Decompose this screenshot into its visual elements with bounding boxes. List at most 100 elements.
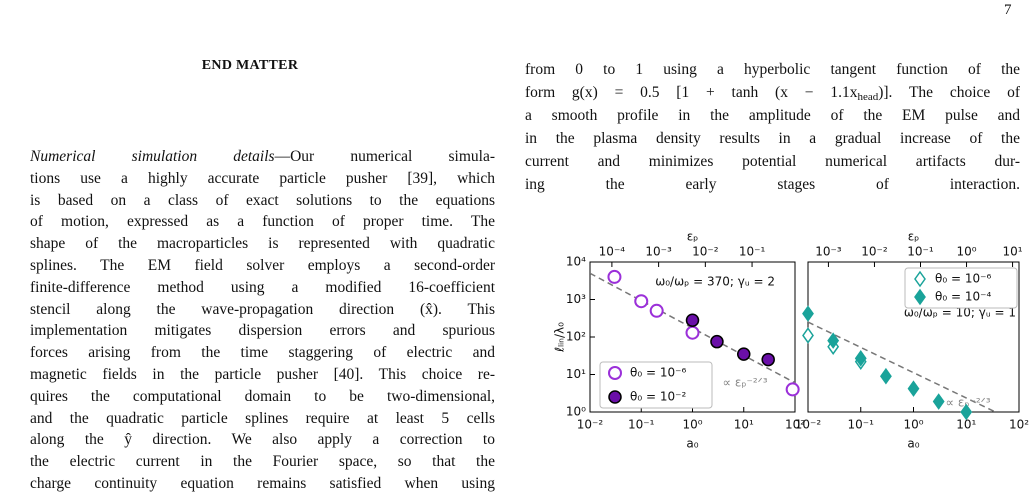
legend-label: θ₀ = 10⁻⁶	[935, 272, 991, 286]
text-line: and the quadratic particle splines requi…	[30, 409, 495, 429]
text-line: ing the early stages of interaction.	[525, 175, 1020, 195]
text-line: current and minimizes potential numerica…	[525, 152, 1020, 172]
x-tick-label: 10²	[785, 418, 805, 432]
top-x-tick-label: 10⁻⁴	[599, 245, 626, 259]
data-point	[685, 313, 700, 327]
text-span: of motion, expressed as a function of pr…	[30, 213, 495, 231]
text-line: along the ŷ direction. We also apply a c…	[30, 430, 495, 450]
legend-marker	[914, 270, 926, 288]
y-tick-label: 10⁰	[566, 405, 586, 419]
legend-marker	[608, 366, 622, 380]
x-tick-label: 10⁻²	[577, 418, 604, 432]
text-span: forces arising from the time staggering …	[30, 344, 495, 362]
fit-line	[590, 272, 795, 384]
data-point	[879, 367, 892, 385]
top-x-tick-label: 10⁻¹	[907, 245, 934, 259]
top-x-tick-label: 10⁻³	[815, 245, 842, 259]
text-span: tions use a highly accurate particle pus…	[30, 169, 495, 187]
data-point	[685, 325, 700, 340]
text-span: magnetic fields in the particle pusher […	[30, 366, 495, 383]
data-point	[710, 334, 724, 349]
data-point	[960, 403, 973, 421]
text-line: charge continuity equation remains satis…	[30, 474, 495, 494]
text-span: a smooth profile in the amplitude of the…	[525, 107, 1020, 124]
x-tick-label: 10¹	[734, 418, 754, 432]
legend-box	[904, 267, 1018, 309]
text-line: shape of the macroparticles is represent…	[30, 234, 495, 254]
text-span: in the plasma density results in a gradu…	[525, 130, 1020, 147]
top-x-axis-label: εₚ	[687, 230, 699, 244]
text-line: quires the computational domain to be tw…	[30, 387, 495, 407]
top-x-tick-label: 10⁻³	[645, 245, 672, 259]
legend-label: θ₀ = 10⁻⁶	[630, 366, 686, 380]
top-x-tick-label: 10⁻²	[861, 245, 888, 259]
y-tick-label: 10¹	[566, 367, 586, 381]
text-line: the electric current in the Fourier spac…	[30, 452, 495, 472]
legend-marker	[914, 288, 926, 306]
annotation: ω₀/ωₚ = 370; γᵤ = 2	[655, 275, 775, 289]
top-x-axis-label: εₚ	[908, 230, 920, 244]
x-tick-label: 10²	[1009, 418, 1029, 432]
text-span: and the quadratic particle splines requi…	[30, 409, 495, 427]
legend-label: θ₀ = 10⁻²	[630, 390, 686, 404]
text-span: )]. The choice of	[878, 84, 1020, 101]
legend-box	[599, 361, 713, 409]
text-span: form g(x) = 0.5 [1 + tanh (x − 1.1x	[525, 84, 858, 101]
x-tick-label: 10⁻²	[795, 418, 822, 432]
data-point	[785, 382, 800, 397]
text-line: splines. The EM field solver employs a s…	[30, 256, 495, 276]
text-line: stencil along the wave-propagation direc…	[30, 300, 495, 320]
y-tick-label: 10²	[566, 330, 586, 344]
x-tick-label: 10¹	[956, 418, 976, 432]
fit-label: ∝ εₚ⁻²ᐟ³	[945, 396, 990, 410]
text-span: from 0 to 1 using a hyperbolic tangent f…	[525, 61, 1020, 78]
x-tick-label: 10⁻¹	[848, 418, 875, 432]
annotation: ω₀/ωₚ = 10; γᵤ = 1	[904, 306, 1016, 320]
text-span: is based on a class of exact solutions t…	[30, 191, 495, 209]
top-x-tick-label: 10⁰	[956, 245, 976, 259]
x-axis-label: a₀	[907, 437, 919, 451]
paragraph-lead: Numerical simulation details	[30, 148, 275, 165]
top-x-tick-label: 10⁻¹	[739, 245, 766, 259]
text-line: Numerical simulation details—Our numeric…	[30, 147, 495, 167]
section-heading: END MATTER	[201, 58, 299, 73]
text-span: current and minimizes potential numerica…	[525, 153, 1020, 170]
text-span: implementation mitigates dispersion erro…	[30, 322, 495, 340]
text-span: the electric current in the Fourier spac…	[30, 453, 495, 471]
data-point	[854, 350, 867, 367]
text-line: magnetic fields in the particle pusher […	[30, 365, 495, 385]
x-tick-label: 10⁻¹	[628, 418, 655, 432]
text-span: charge continuity equation remains satis…	[30, 475, 495, 492]
data-point	[907, 380, 920, 397]
text-line: finite-difference method using a modifie…	[30, 278, 495, 298]
fit-line	[808, 321, 998, 412]
text-span: shape of the macroparticles is represent…	[30, 235, 495, 253]
text-line: from 0 to 1 using a hyperbolic tangent f…	[525, 60, 1020, 80]
text-line: tions use a highly accurate particle pus…	[30, 169, 495, 189]
data-point	[827, 332, 840, 349]
data-point	[649, 303, 664, 318]
data-point	[634, 294, 649, 309]
text-span: stencil along the wave-propagation direc…	[30, 300, 495, 318]
page-number: 7	[1004, 2, 1012, 18]
x-axis-label: a₀	[686, 437, 698, 451]
legend-label: θ₀ = 10⁻⁴	[935, 290, 991, 304]
text-line: a smooth profile in the amplitude of the…	[525, 106, 1020, 126]
top-x-tick-label: 10⁻²	[692, 245, 719, 259]
text-span: along the ŷ direction. We also apply a c…	[30, 431, 495, 449]
text-line: implementation mitigates dispersion erro…	[30, 321, 495, 341]
text-line: form g(x) = 0.5 [1 + tanh (x − 1.1xhead)…	[525, 83, 1020, 103]
text-span: finite-difference method using a modifie…	[30, 278, 495, 296]
y-axis-label: ℓₗᵢₙ/λ₀	[553, 322, 567, 353]
top-x-tick-label: 10¹	[1003, 245, 1023, 259]
x-tick-label: 10⁰	[682, 418, 702, 432]
y-tick-label: 10³	[566, 292, 586, 306]
subscript: head	[857, 91, 879, 103]
text-span: —Our numerical simula-	[274, 148, 495, 165]
text-line: forces arising from the time staggering …	[30, 343, 495, 363]
data-point	[802, 327, 814, 344]
text-line: in the plasma density results in a gradu…	[525, 129, 1020, 149]
data-point	[932, 393, 945, 410]
data-point	[802, 305, 814, 322]
